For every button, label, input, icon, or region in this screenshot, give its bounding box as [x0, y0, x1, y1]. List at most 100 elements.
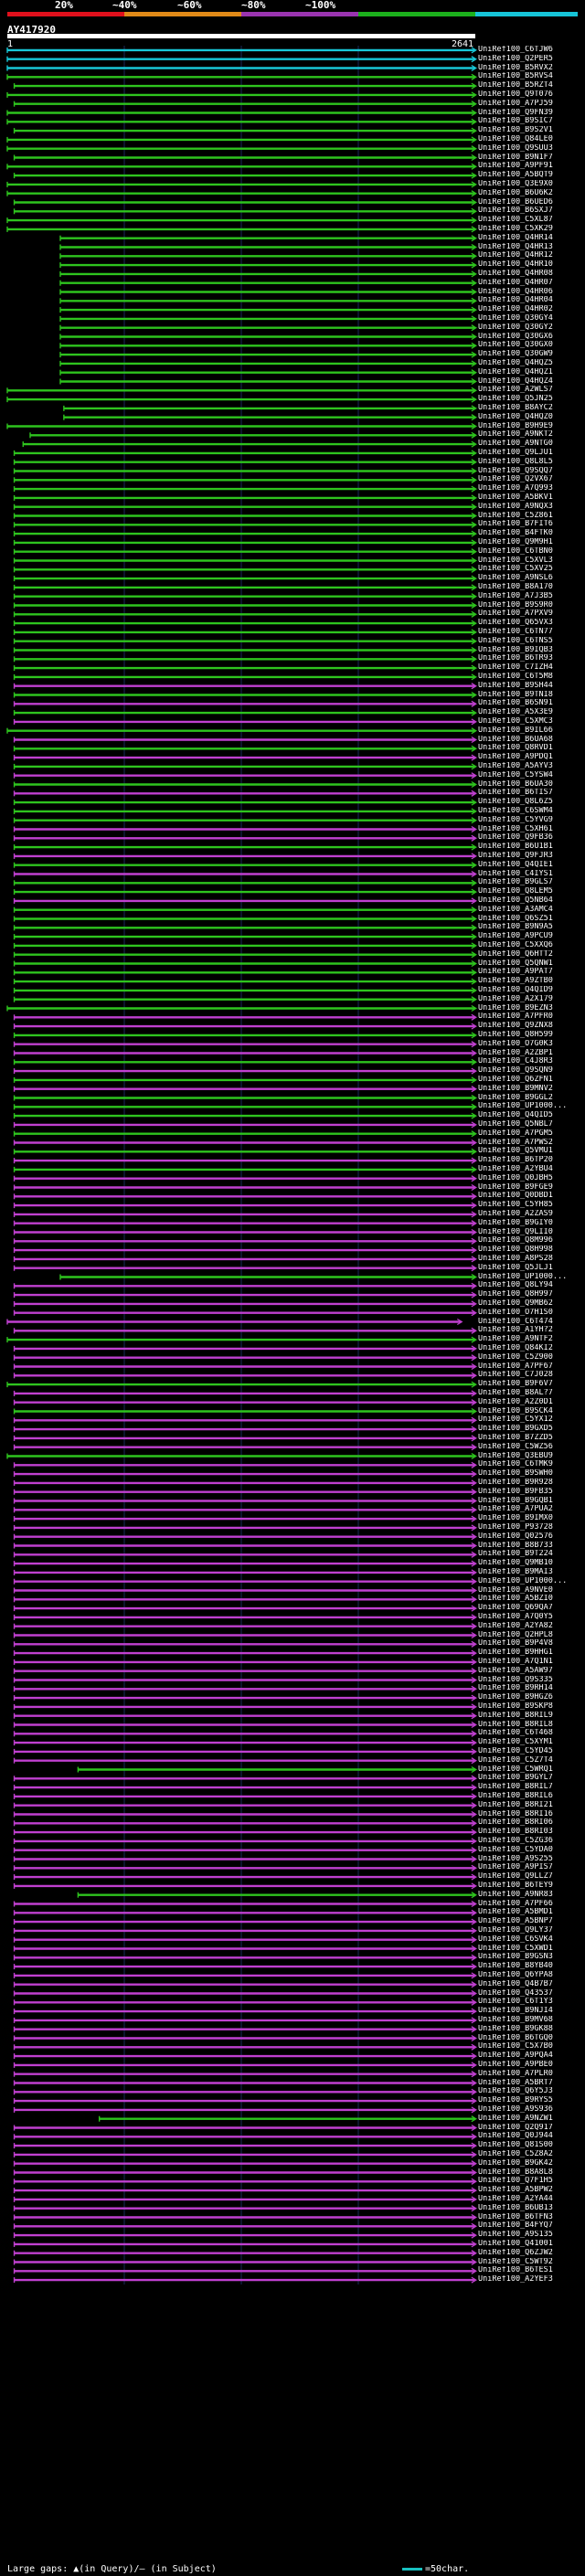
hit-label[interactable]: UniRef100_A9NR83	[478, 1890, 553, 1899]
hit-label[interactable]: UniRef100_A8PS28	[478, 1255, 553, 1263]
hit-label[interactable]: UniRef100_Q8RVD1	[478, 744, 553, 753]
hit-label[interactable]: UniRef100_C6T5M8	[478, 673, 553, 681]
hit-label[interactable]: UniRef100_A7PFR0	[478, 1012, 553, 1022]
hit-label[interactable]: UniRef100_Q84LE0	[478, 135, 553, 143]
hit-label[interactable]: UniRef100_A5BKV1	[478, 493, 553, 502]
hit-label[interactable]: UniRef100_Q4HR02	[478, 305, 553, 314]
hit-label[interactable]: UniRef100_C6SVK4	[478, 1935, 553, 1944]
hit-label[interactable]: UniRef100_B9FB35	[478, 1487, 553, 1496]
hit-label[interactable]: UniRef100_C6TNS5	[478, 636, 553, 645]
hit-label[interactable]: UniRef100_B9GQB1	[478, 1496, 553, 1505]
hit-label[interactable]: UniRef100_A5BRT7	[478, 2078, 553, 2087]
hit-label[interactable]: UniRef100_B9TNI8	[478, 690, 553, 699]
hit-label[interactable]: UniRef100_Q7F1H5	[478, 2177, 553, 2186]
hit-label[interactable]: UniRef100_B9HGZ6	[478, 1693, 553, 1702]
hit-label[interactable]: UniRef100_Q4HR08	[478, 270, 553, 278]
hit-label[interactable]: UniRef100_B9S9R0	[478, 600, 553, 610]
hit-label[interactable]: UniRef100_Q4HQZ1	[478, 367, 553, 376]
hit-label[interactable]: UniRef100_Q2Q917	[478, 2123, 553, 2132]
hit-label[interactable]: UniRef100_A5X3E9	[478, 708, 553, 717]
hit-label[interactable]: UniRef100_Q6HTT2	[478, 949, 553, 959]
hit-label[interactable]: UniRef100_B9GK88	[478, 2024, 553, 2033]
hit-label[interactable]: UniRef100_C5XV25	[478, 565, 553, 574]
hit-label[interactable]: UniRef100_C5YVG9	[478, 815, 553, 824]
hit-label[interactable]: UniRef100_B6TES1	[478, 2266, 553, 2275]
hit-label[interactable]: UniRef100_B6UB13	[478, 2203, 553, 2212]
hit-label[interactable]: UniRef100_A9S255	[478, 1854, 553, 1863]
hit-label[interactable]: UniRef100_Q41001	[478, 2240, 553, 2248]
hit-label[interactable]: UniRef100_B9RYS5	[478, 2096, 553, 2105]
hit-label[interactable]: UniRef100_B8AYC2	[478, 404, 553, 412]
hit-label[interactable]: UniRef100_B9RH14	[478, 1684, 553, 1693]
hit-label[interactable]: UniRef100_Q4HR06	[478, 287, 553, 296]
hit-label[interactable]: UniRef100_Q65VX3	[478, 619, 553, 628]
hit-label[interactable]: UniRef100_A5AW97	[478, 1666, 553, 1675]
hit-label[interactable]: UniRef100_B6TIS7	[478, 789, 553, 798]
hit-label[interactable]: UniRef100_B7FIT6	[478, 520, 553, 529]
hit-label[interactable]: UniRef100_Q4HR07	[478, 278, 553, 287]
hit-label[interactable]: UniRef100_B9IL66	[478, 726, 553, 735]
hit-label[interactable]: UniRef100_C6TN77	[478, 628, 553, 636]
hit-label[interactable]: UniRef100_A9NSL6	[478, 574, 553, 583]
hit-label[interactable]: UniRef100_UP1000...	[478, 1272, 568, 1281]
hit-label[interactable]: UniRef100_B8RIL9	[478, 1711, 553, 1720]
hit-label[interactable]: UniRef100_A9NKT2	[478, 430, 553, 440]
hit-label[interactable]: UniRef100_B8RIL8	[478, 1720, 553, 1729]
hit-label[interactable]: UniRef100_B9N1F7	[478, 153, 553, 162]
hit-label[interactable]: UniRef100_B8RI21	[478, 1800, 553, 1809]
hit-label[interactable]: UniRef100_A5BPW2	[478, 2186, 553, 2195]
hit-label[interactable]: UniRef100_Q9FJR3	[478, 852, 553, 860]
hit-label[interactable]: UniRef100_Q30GX6	[478, 332, 553, 341]
hit-label[interactable]: UniRef100_Q4HQZ4	[478, 376, 553, 386]
hit-label[interactable]: UniRef100_Q69QA7	[478, 1604, 553, 1613]
hit-label[interactable]: UniRef100_A3AMC4	[478, 905, 553, 914]
hit-label[interactable]: UniRef100_A9S135	[478, 2231, 553, 2240]
hit-label[interactable]: UniRef100_C5XVL3	[478, 556, 553, 565]
hit-label[interactable]: UniRef100_C5WZ56	[478, 1442, 553, 1451]
hit-label[interactable]: UniRef100_B8AL?7	[478, 1389, 553, 1397]
hit-label[interactable]: UniRef100_Q9LII0	[478, 1227, 553, 1236]
hit-label[interactable]: UniRef100_B6TFN3	[478, 2212, 553, 2221]
hit-label[interactable]: UniRef100_C6SWM4	[478, 807, 553, 815]
hit-label[interactable]: UniRef100_A9NTF2	[478, 1335, 553, 1344]
hit-label[interactable]: UniRef100_A7PLR0	[478, 2069, 553, 2078]
hit-label[interactable]: UniRef100_B9SCK4	[478, 1406, 553, 1415]
hit-label[interactable]: UniRef100_A5BNP7	[478, 1917, 553, 1926]
hit-label[interactable]: UniRef100_Q4HR13	[478, 242, 553, 251]
hit-label[interactable]: UniRef100_A2ZAS9	[478, 1210, 553, 1218]
hit-label[interactable]: UniRef100_C7J028	[478, 1371, 553, 1380]
hit-label[interactable]: UniRef100_Q9FB36	[478, 833, 553, 843]
hit-label[interactable]: UniRef100_C6TJW6	[478, 46, 553, 54]
hit-label[interactable]: UniRef100_B5RZT4	[478, 81, 553, 90]
hit-label[interactable]: UniRef100_B6SN91	[478, 699, 553, 708]
hit-label[interactable]: UniRef100_Q9M9H1	[478, 538, 553, 546]
hit-label[interactable]: UniRef100_Q4HQZ0	[478, 412, 553, 421]
hit-label[interactable]: UniRef100_C5WT92	[478, 2257, 553, 2266]
hit-label[interactable]: UniRef100_A7PF67	[478, 1362, 553, 1371]
hit-label[interactable]: UniRef100_Q43537	[478, 1988, 553, 1998]
hit-label[interactable]: UniRef100_Q2PER5	[478, 54, 553, 63]
hit-label[interactable]: UniRef100_Q02576	[478, 1532, 553, 1541]
hit-label[interactable]: UniRef100_A7Q0Y5	[478, 1613, 553, 1621]
hit-label[interactable]: UniRef100_C5YD45	[478, 1747, 553, 1755]
hit-label[interactable]: UniRef100_B8A170	[478, 583, 553, 591]
hit-label[interactable]: UniRef100_Q84KI2	[478, 1344, 553, 1352]
hit-label[interactable]: UniRef100_B6UA68	[478, 735, 553, 744]
hit-label[interactable]: UniRef100_A7PJ59	[478, 99, 553, 108]
hit-label[interactable]: UniRef100_A9PIS7	[478, 1863, 553, 1872]
hit-label[interactable]: UniRef100_B6TGQ0	[478, 2033, 553, 2042]
hit-label[interactable]: UniRef100_C5Z900	[478, 1352, 553, 1362]
hit-label[interactable]: UniRef100_A7Q1N1	[478, 1658, 553, 1666]
hit-label[interactable]: UniRef100_Q6YPA8	[478, 1971, 553, 1979]
hit-label[interactable]: UniRef100_B9H9E9	[478, 421, 553, 430]
hit-label[interactable]: UniRef100_C6TMK9	[478, 1460, 553, 1469]
hit-label[interactable]: UniRef100_B9SWH0	[478, 1469, 553, 1479]
hit-label[interactable]: UniRef100_Q4HR14	[478, 233, 553, 242]
hit-label[interactable]: UniRef100_B9T224	[478, 1550, 553, 1559]
hit-label[interactable]: UniRef100_Q9SQN9	[478, 1066, 553, 1076]
hit-label[interactable]: UniRef100_C5XXQ6	[478, 941, 553, 949]
hit-label[interactable]: UniRef100_C5Z8A2	[478, 2150, 553, 2158]
hit-label[interactable]: UniRef100_B9MNV2	[478, 1084, 553, 1093]
hit-label[interactable]: UniRef100_Q8LEM5	[478, 887, 553, 896]
hit-label[interactable]: UniRef100_B8B733	[478, 1541, 553, 1550]
